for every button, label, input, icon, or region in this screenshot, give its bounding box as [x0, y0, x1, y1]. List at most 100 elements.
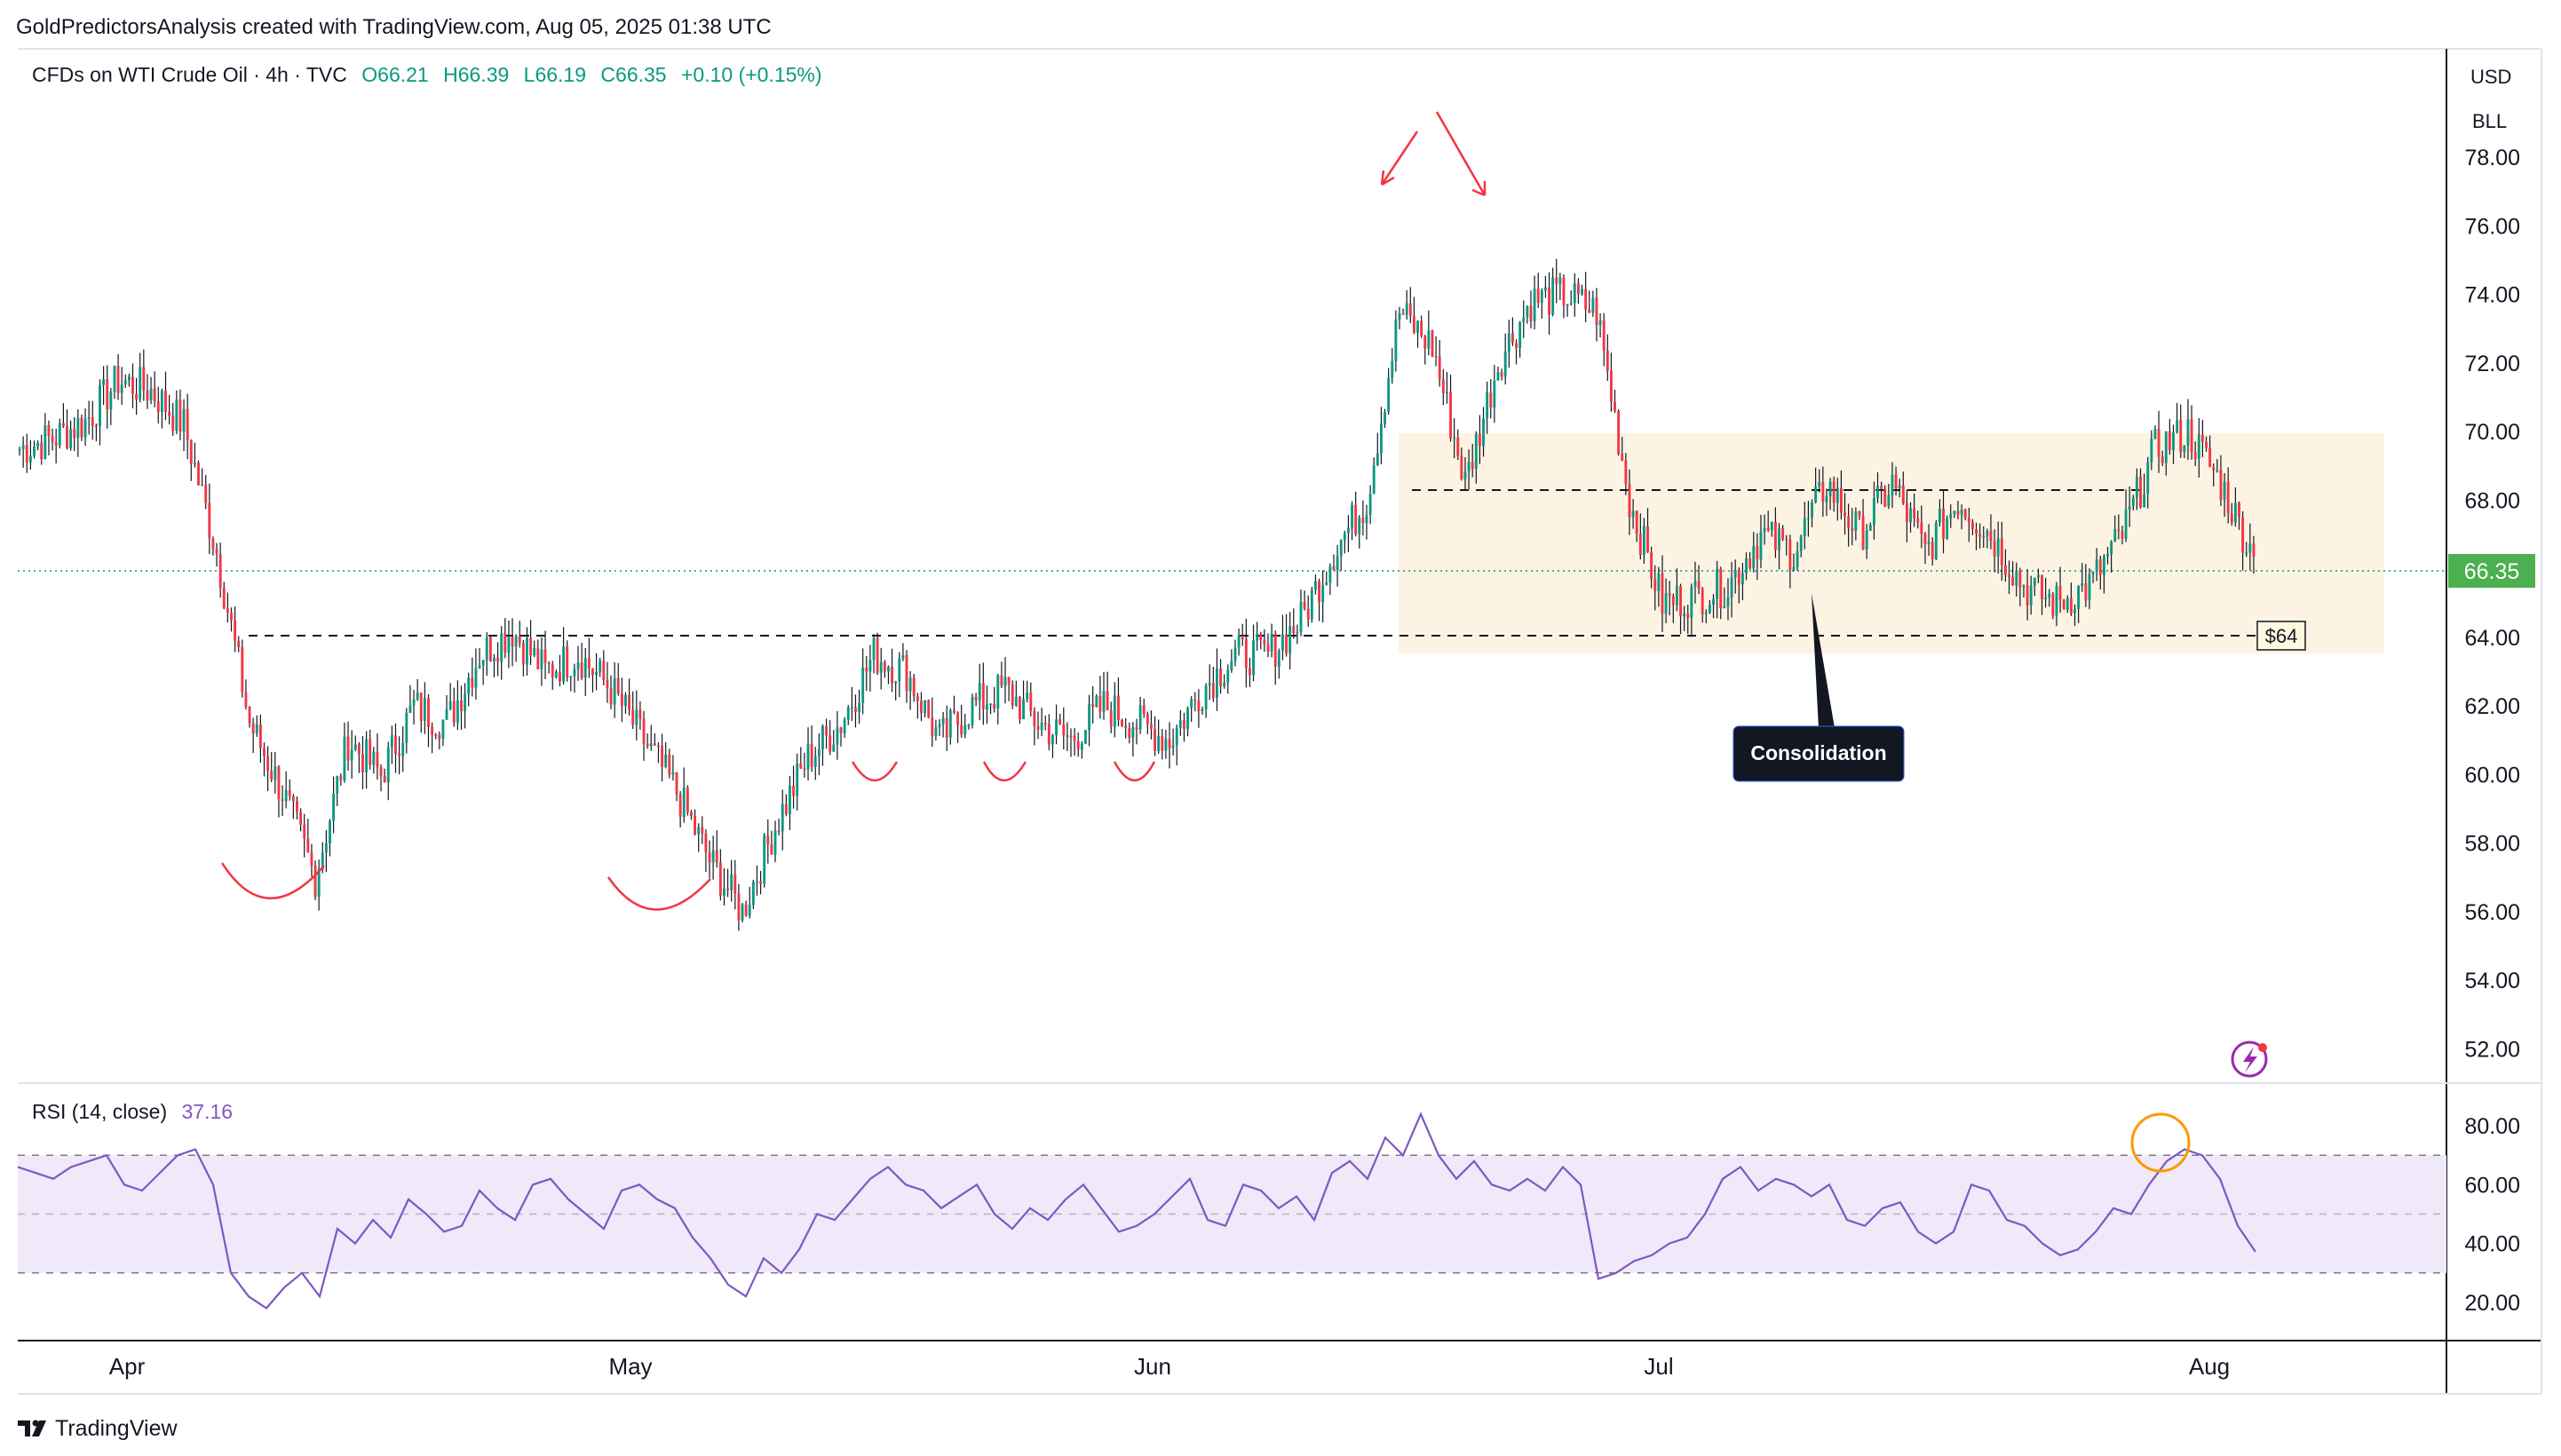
candle — [876, 632, 879, 676]
candle — [2179, 404, 2183, 458]
candle — [1423, 335, 1427, 365]
candle — [854, 694, 857, 728]
candle — [602, 650, 606, 686]
candle — [1339, 539, 1343, 571]
candle — [324, 830, 328, 873]
top-arrow-left — [1380, 131, 1419, 186]
candle — [44, 413, 47, 460]
candle — [1960, 504, 1963, 530]
candle — [963, 713, 967, 739]
candle — [230, 607, 233, 632]
candle — [329, 819, 331, 857]
price-tick-label: 58.00 — [2464, 832, 2520, 857]
candle — [1617, 408, 1621, 456]
price-axis[interactable]: 78.0076.0074.0072.0070.0068.0066.0064.00… — [2464, 146, 2520, 1062]
flash-icon[interactable] — [2231, 1041, 2268, 1078]
candle — [350, 730, 353, 779]
candle — [51, 428, 54, 451]
candle — [2143, 473, 2146, 508]
candle — [1967, 507, 1970, 542]
candle — [748, 886, 751, 919]
price-tick-label: 70.00 — [2464, 420, 2520, 445]
candle — [1763, 514, 1766, 545]
candle — [1336, 545, 1339, 587]
bottom-arc-3 — [1113, 761, 1156, 781]
candle — [1748, 551, 1752, 570]
candle — [281, 785, 284, 817]
candle — [916, 692, 919, 719]
candle — [1365, 504, 1368, 540]
candle — [1496, 366, 1500, 381]
candle — [912, 673, 916, 702]
candle — [591, 668, 594, 692]
candle — [1237, 628, 1241, 656]
rsi-axis[interactable]: 80.00 60.00 40.00 20.00 — [2464, 1114, 2520, 1316]
candle — [2157, 410, 2161, 473]
candle — [47, 420, 51, 455]
candle — [1664, 578, 1668, 623]
candle — [529, 620, 533, 665]
candle — [953, 695, 955, 715]
candle — [1631, 499, 1635, 529]
candle — [2121, 526, 2124, 545]
candle — [825, 718, 829, 749]
candle — [536, 639, 540, 670]
candle — [441, 719, 445, 747]
candle — [1697, 565, 1701, 595]
tradingview-logo[interactable]: TradingView — [18, 1416, 178, 1441]
candle — [1109, 701, 1113, 733]
candle — [332, 776, 336, 834]
candle — [270, 752, 274, 782]
time-axis[interactable]: Apr May Jun Jul Aug — [109, 1353, 2230, 1380]
candle — [500, 626, 503, 680]
candle — [573, 663, 576, 693]
candle — [1230, 649, 1233, 673]
candle — [920, 692, 923, 722]
candle — [1668, 581, 1671, 616]
candle — [1989, 514, 1993, 550]
bottom-arc-may — [607, 876, 711, 911]
candle — [2150, 430, 2153, 471]
candle — [682, 767, 686, 823]
candle — [1376, 432, 1379, 466]
candle — [2208, 435, 2212, 468]
candle — [924, 700, 927, 717]
candle — [251, 717, 255, 754]
candle — [868, 645, 872, 692]
candle — [1719, 566, 1723, 620]
candle — [54, 428, 58, 464]
candle — [2081, 563, 2084, 592]
candle — [2091, 571, 2095, 583]
candle — [1226, 664, 1230, 694]
candle — [723, 867, 725, 906]
unit-label[interactable]: BLL — [2472, 110, 2507, 132]
candle — [474, 648, 478, 700]
candle — [1934, 519, 1938, 561]
price-tick-label: 60.00 — [2464, 763, 2520, 787]
candle — [1905, 489, 1908, 542]
candle — [649, 724, 653, 751]
consolidation-callout — [1732, 725, 1905, 782]
candle — [796, 753, 799, 811]
candle — [1708, 599, 1711, 614]
candle — [1029, 682, 1033, 717]
candle — [1733, 559, 1737, 594]
candle — [1913, 493, 1916, 527]
candle — [803, 752, 806, 779]
candle — [353, 735, 357, 752]
candle — [1851, 508, 1854, 546]
candle — [1489, 379, 1493, 419]
candle — [146, 374, 149, 409]
currency-label[interactable]: USD — [2470, 66, 2511, 88]
candle — [1646, 508, 1649, 553]
candle — [1510, 317, 1514, 346]
rsi-tick-label: 20.00 — [2464, 1291, 2520, 1316]
candle — [481, 659, 485, 685]
candle — [1806, 501, 1810, 537]
candle — [1332, 554, 1336, 571]
candle — [1975, 522, 1978, 550]
candle — [938, 719, 941, 736]
candle — [2193, 441, 2197, 466]
candle — [1033, 707, 1036, 746]
candle — [1277, 648, 1280, 679]
